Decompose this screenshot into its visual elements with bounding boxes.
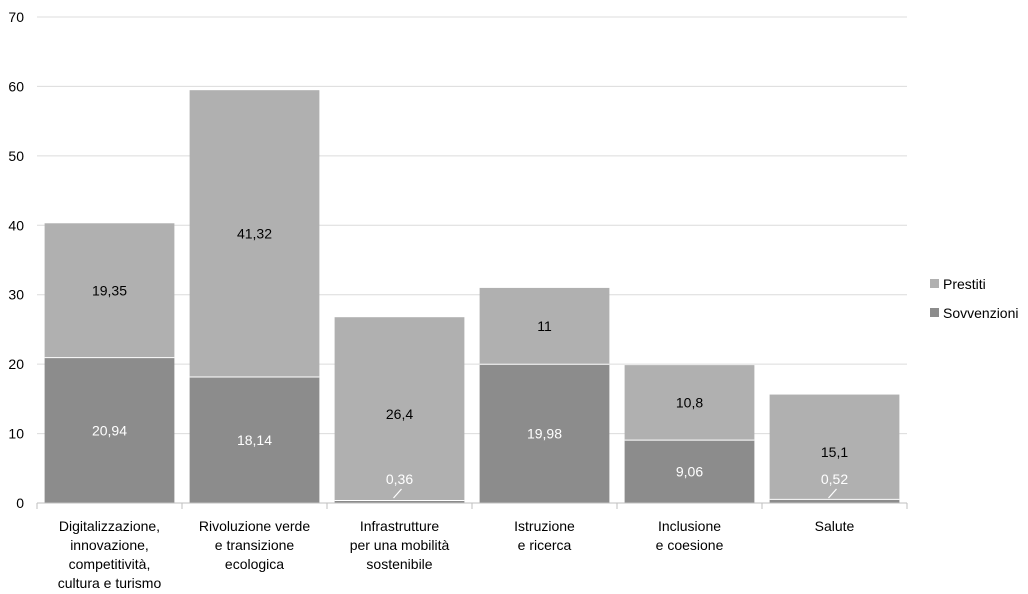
category-label: Infrastrutture	[360, 518, 440, 534]
y-tick-label: 40	[8, 217, 24, 233]
bar-sovvenzioni	[769, 499, 900, 503]
bar-prestiti	[44, 223, 175, 358]
y-tick-label: 30	[8, 287, 24, 303]
bar-sovvenzioni	[624, 440, 755, 503]
legend-label-prestiti: Prestiti	[943, 276, 986, 292]
gridlines	[37, 16, 907, 435]
leader-line	[828, 488, 837, 499]
bar-sovvenzioni	[44, 357, 175, 503]
category-label: Istruzione	[514, 518, 575, 534]
bar-prestiti	[769, 394, 900, 500]
value-label-sovvenzioni: 0,36	[386, 471, 413, 487]
category-label: e transizione	[215, 537, 295, 553]
leader-line	[393, 488, 402, 499]
value-label-prestiti: 11	[537, 318, 552, 334]
value-label-prestiti: 26,4	[386, 406, 413, 422]
bar-prestiti	[189, 90, 320, 378]
category-label: per una mobilità	[350, 537, 450, 553]
y-tick-label: 70	[8, 9, 24, 25]
category-label: Digitalizzazione,	[59, 518, 160, 534]
bar-prestiti	[479, 287, 610, 365]
axes: 0 10 20 30 40 50 60 70 Digitalizzazione, innovazi…	[8, 9, 908, 591]
y-tick-label: 50	[8, 148, 24, 164]
category-label: competitività,	[69, 556, 151, 572]
value-label-sovvenzioni: 0,52	[821, 471, 848, 487]
legend-swatch-prestiti	[930, 279, 939, 288]
bar-sovvenzioni	[334, 500, 465, 503]
category-label: sostenibile	[366, 556, 432, 572]
bars	[44, 90, 900, 503]
legend-label-sovvenzioni: Sovvenzioni	[943, 305, 1019, 321]
value-labels: 19,35 20,94 41,32 18,14 26,4 0,36 11 19,98 10,8 9…	[92, 226, 848, 499]
value-label-sovvenzioni: 9,06	[676, 464, 703, 480]
bar-prestiti	[334, 317, 465, 501]
category-label: Salute	[815, 518, 855, 534]
y-tick-label: 20	[8, 356, 24, 372]
bar-prestiti	[624, 365, 755, 441]
value-label-sovvenzioni: 20,94	[92, 422, 127, 438]
category-label: e coesione	[656, 537, 724, 553]
y-tick-label: 0	[16, 495, 24, 511]
category-label: cultura e turismo	[58, 575, 162, 591]
y-tick-label: 10	[8, 426, 24, 442]
category-label: Inclusione	[658, 518, 721, 534]
value-label-prestiti: 10,8	[676, 395, 703, 411]
bar-sovvenzioni	[189, 377, 320, 503]
category-label: e ricerca	[518, 537, 572, 553]
legend: Prestiti Sovvenzioni	[930, 276, 1019, 321]
y-tick-label: 60	[8, 78, 24, 94]
value-label-prestiti: 19,35	[92, 282, 127, 298]
category-label: ecologica	[225, 556, 284, 572]
value-label-prestiti: 15,1	[821, 444, 848, 460]
bar-sovvenzioni	[479, 364, 610, 503]
legend-swatch-sovvenzioni	[930, 308, 939, 317]
category-label: Rivoluzione verde	[199, 518, 310, 534]
value-label-prestiti: 41,32	[237, 226, 272, 242]
value-label-sovvenzioni: 18,14	[237, 432, 272, 448]
category-label: innovazione,	[70, 537, 149, 553]
value-label-sovvenzioni: 19,98	[527, 426, 562, 442]
